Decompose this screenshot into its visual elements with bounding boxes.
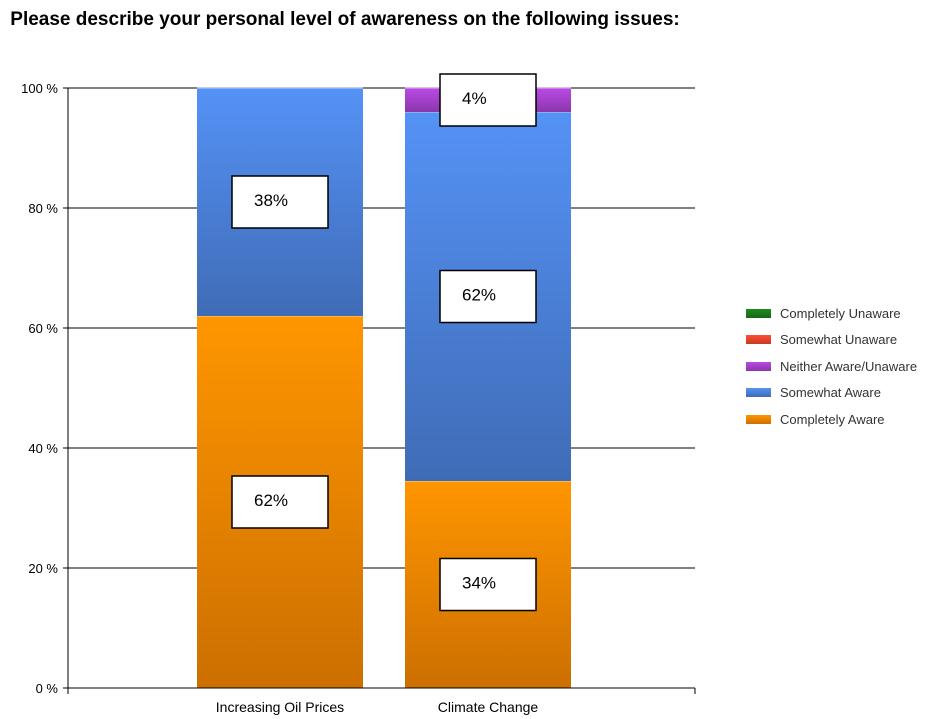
data-label: 34%: [462, 574, 496, 593]
legend-label: Somewhat Aware: [780, 385, 881, 401]
data-label-box: [439, 557, 537, 612]
legend-item: Completely Unaware: [746, 300, 917, 327]
legend-label: Somewhat Unaware: [780, 332, 898, 348]
y-tick-label: 100 %: [21, 81, 58, 96]
legend-label: Neither Aware/Unaware: [780, 358, 918, 374]
gridlines: [68, 87, 695, 689]
legend-item: Neither Aware/Unaware: [746, 353, 917, 380]
y-tick-label: 40 %: [28, 441, 58, 456]
x-category-label: Climate Change: [438, 699, 539, 715]
y-tick-label: 60 %: [28, 321, 58, 336]
legend-item: Completely Aware: [746, 406, 917, 433]
data-label-box: [231, 475, 329, 529]
data-label-box: [439, 269, 537, 324]
y-tick-label: 0 %: [36, 681, 59, 696]
legend-item: Somewhat Aware: [746, 380, 917, 407]
bars: [197, 87, 571, 688]
data-label-box: [439, 73, 537, 127]
legend-item: Somewhat Unaware: [746, 327, 917, 354]
data-label: 62%: [462, 286, 496, 305]
data-label-box: [231, 175, 329, 229]
axes: [63, 87, 696, 694]
legend-label: Completely Unaware: [780, 305, 901, 321]
data-label: 4%: [462, 89, 487, 108]
data-label: 62%: [254, 491, 288, 510]
y-tick-label: 20 %: [28, 561, 58, 576]
legend-swatch: [746, 335, 771, 345]
legend-swatch: [746, 308, 771, 318]
legend-swatch: [746, 361, 771, 371]
legend-label: Completely Aware: [780, 411, 885, 427]
x-category-label: Increasing Oil Prices: [216, 699, 344, 715]
labels: 0 % 20 % 40 % 60 % 80 % 100 % Increasing Oil P…: [21, 73, 539, 715]
legend: Completely Unaware Somewhat Unaware Neithe…: [746, 300, 917, 433]
plot-area: 0 % 20 % 40 % 60 % 80 % 100 % Increasing Oil P…: [21, 73, 696, 715]
legend-swatch: [746, 388, 771, 398]
data-label: 38%: [254, 191, 288, 210]
legend-swatch: [746, 414, 771, 424]
chart-title: Please describe your personal level of a…: [10, 9, 680, 30]
y-tick-label: 80 %: [28, 201, 58, 216]
